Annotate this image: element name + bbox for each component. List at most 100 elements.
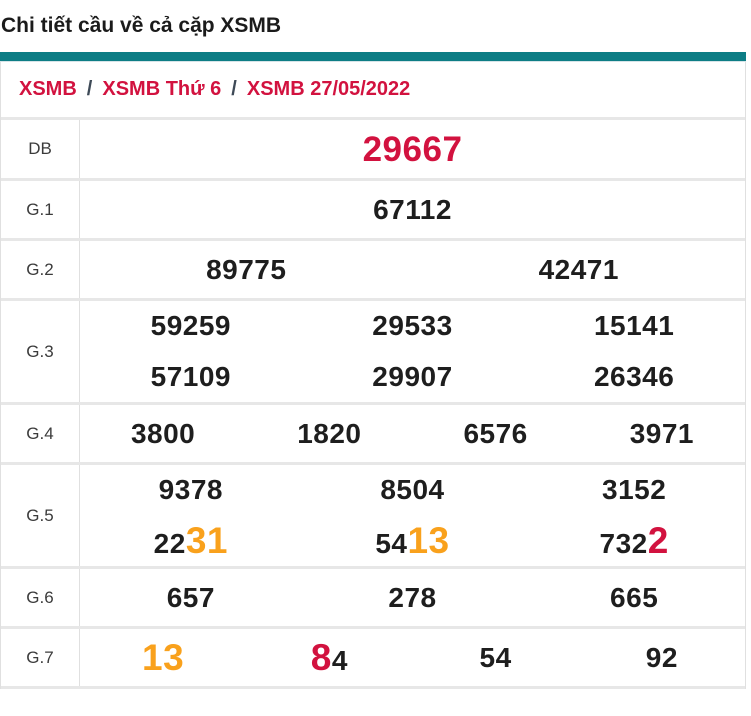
digits: 92 [645,641,678,673]
digits: 4 [331,645,348,676]
digits: 15141 [593,310,675,342]
prize-values: 29667 [80,120,745,178]
prize-values: 9378 8504 3152 2231 5413 7322 [80,465,745,566]
digits: 3800 [130,417,196,449]
digits: 6576 [463,417,528,449]
prize-number: 657 [80,581,302,613]
highlighted-digits: 31 [185,520,228,562]
prize-number: 3152 [523,476,745,504]
prize-number: 3800 [80,417,246,449]
prize-label: G.5 [1,465,80,566]
prize-value-line: 2231 5413 7322 [80,516,745,567]
accent-divider [0,52,746,62]
digits: 42471 [538,253,619,285]
prize-number: 26346 [523,362,745,391]
prize-row-g5: G.5 9378 8504 3152 2231 5413 7322 [1,465,745,569]
prize-value-line: 657 278 665 [80,569,745,626]
prize-row-g7: G.7 13 84 54 92 [1,629,745,689]
prize-values: 13 84 54 92 [80,629,745,686]
prize-row-g2: G.2 89775 42471 [1,241,745,301]
prize-number: 29667 [80,132,745,167]
digits: 9378 [158,474,223,506]
prize-number: 54 [413,641,579,673]
highlighted-digits: 8 [310,637,332,678]
prize-values: 3800 1820 6576 3971 [80,405,745,462]
prize-row-g4: G.4 3800 1820 6576 3971 [1,405,745,465]
prize-number: 1820 [246,417,412,449]
prize-number: 8504 [302,476,524,504]
prize-values: 89775 42471 [80,241,745,298]
prize-value-line: 67112 [80,181,745,238]
result-panel: XSMB / XSMB Thứ 6 / XSMB 27/05/2022 DB 29… [0,62,746,689]
digits: 54 [375,528,408,560]
digits: 657 [166,581,215,613]
prize-row-g3: G.3 59259 29533 15141 57109 29907 26346 [1,301,745,405]
highlighted-digits: 13 [407,520,450,562]
prize-label: G.2 [1,241,80,298]
prize-number: 42471 [413,253,746,285]
breadcrumb-link-xsmb[interactable]: XSMB [19,78,77,100]
prize-number: 665 [523,581,745,613]
digits: 59259 [150,310,232,342]
prize-row-g1: G.1 67112 [1,181,745,241]
highlighted-digits: 29667 [362,129,463,169]
prize-value-line: 89775 42471 [80,241,745,298]
digits: 3971 [629,417,695,449]
highlighted-digits: 13 [142,637,185,678]
digits: 54 [479,641,512,673]
digits: 29907 [372,360,453,392]
prize-table: DB 29667 G.1 67112 G.2 89775 42471 G.3 59259 2953… [1,120,745,689]
digits: 67112 [373,193,452,225]
breadcrumb: XSMB / XSMB Thứ 6 / XSMB 27/05/2022 [1,62,745,120]
prize-value-line: 59259 29533 15141 [80,301,745,352]
prize-number: 9378 [80,476,302,504]
digits: 8504 [380,474,445,506]
digits: 29533 [372,310,453,342]
prize-value-line: 29667 [80,120,745,178]
prize-number: 29907 [302,360,524,392]
digits: 57109 [150,360,232,392]
breadcrumb-separator: / [231,78,237,100]
prize-number: 59259 [80,312,302,340]
prize-values: 59259 29533 15141 57109 29907 26346 [80,301,745,402]
digits: 278 [388,581,437,613]
prize-number: 89775 [80,253,413,285]
prize-number: 13 [80,639,246,676]
digits: 3152 [602,474,667,506]
prize-label: G.7 [1,629,80,686]
prize-number: 278 [302,581,524,613]
prize-number: 5413 [302,522,524,559]
prize-number: 67112 [80,193,745,225]
breadcrumb-link-xsmb-thu-6[interactable]: XSMB Thứ 6 [102,78,222,100]
prize-number: 2231 [80,522,302,559]
page-title: Chi tiết cầu về cả cặp XSMB [1,14,282,37]
prize-number: 92 [579,641,745,673]
prize-row-db: DB 29667 [1,120,745,181]
prize-value-line: 57109 29907 26346 [80,352,745,403]
prize-row-g6: G.6 657 278 665 [1,569,745,629]
prize-number: 3971 [579,417,745,449]
prize-label: G.4 [1,405,80,462]
prize-number: 84 [246,639,412,676]
prize-number: 6576 [413,417,579,449]
digits: 665 [610,581,659,613]
prize-number: 15141 [523,312,745,340]
prize-label: DB [1,120,80,178]
prize-value-line: 3800 1820 6576 3971 [80,405,745,462]
digits: 1820 [297,417,362,449]
digits: 89775 [206,253,287,285]
prize-values: 67112 [80,181,745,238]
breadcrumb-separator: / [86,78,93,100]
digits: 22 [153,528,186,560]
prize-number: 57109 [80,360,302,392]
prize-label: G.3 [1,301,80,402]
highlighted-digits: 2 [647,520,669,562]
prize-number: 29533 [302,312,524,340]
breadcrumb-link-xsmb-date[interactable]: XSMB 27/05/2022 [246,78,411,100]
prize-number: 7322 [523,522,745,559]
prize-values: 657 278 665 [80,569,745,626]
digits: 732 [599,528,648,560]
prize-value-line: 13 84 54 92 [80,629,745,686]
prize-label: G.1 [1,181,80,238]
prize-value-line: 9378 8504 3152 [80,465,745,516]
